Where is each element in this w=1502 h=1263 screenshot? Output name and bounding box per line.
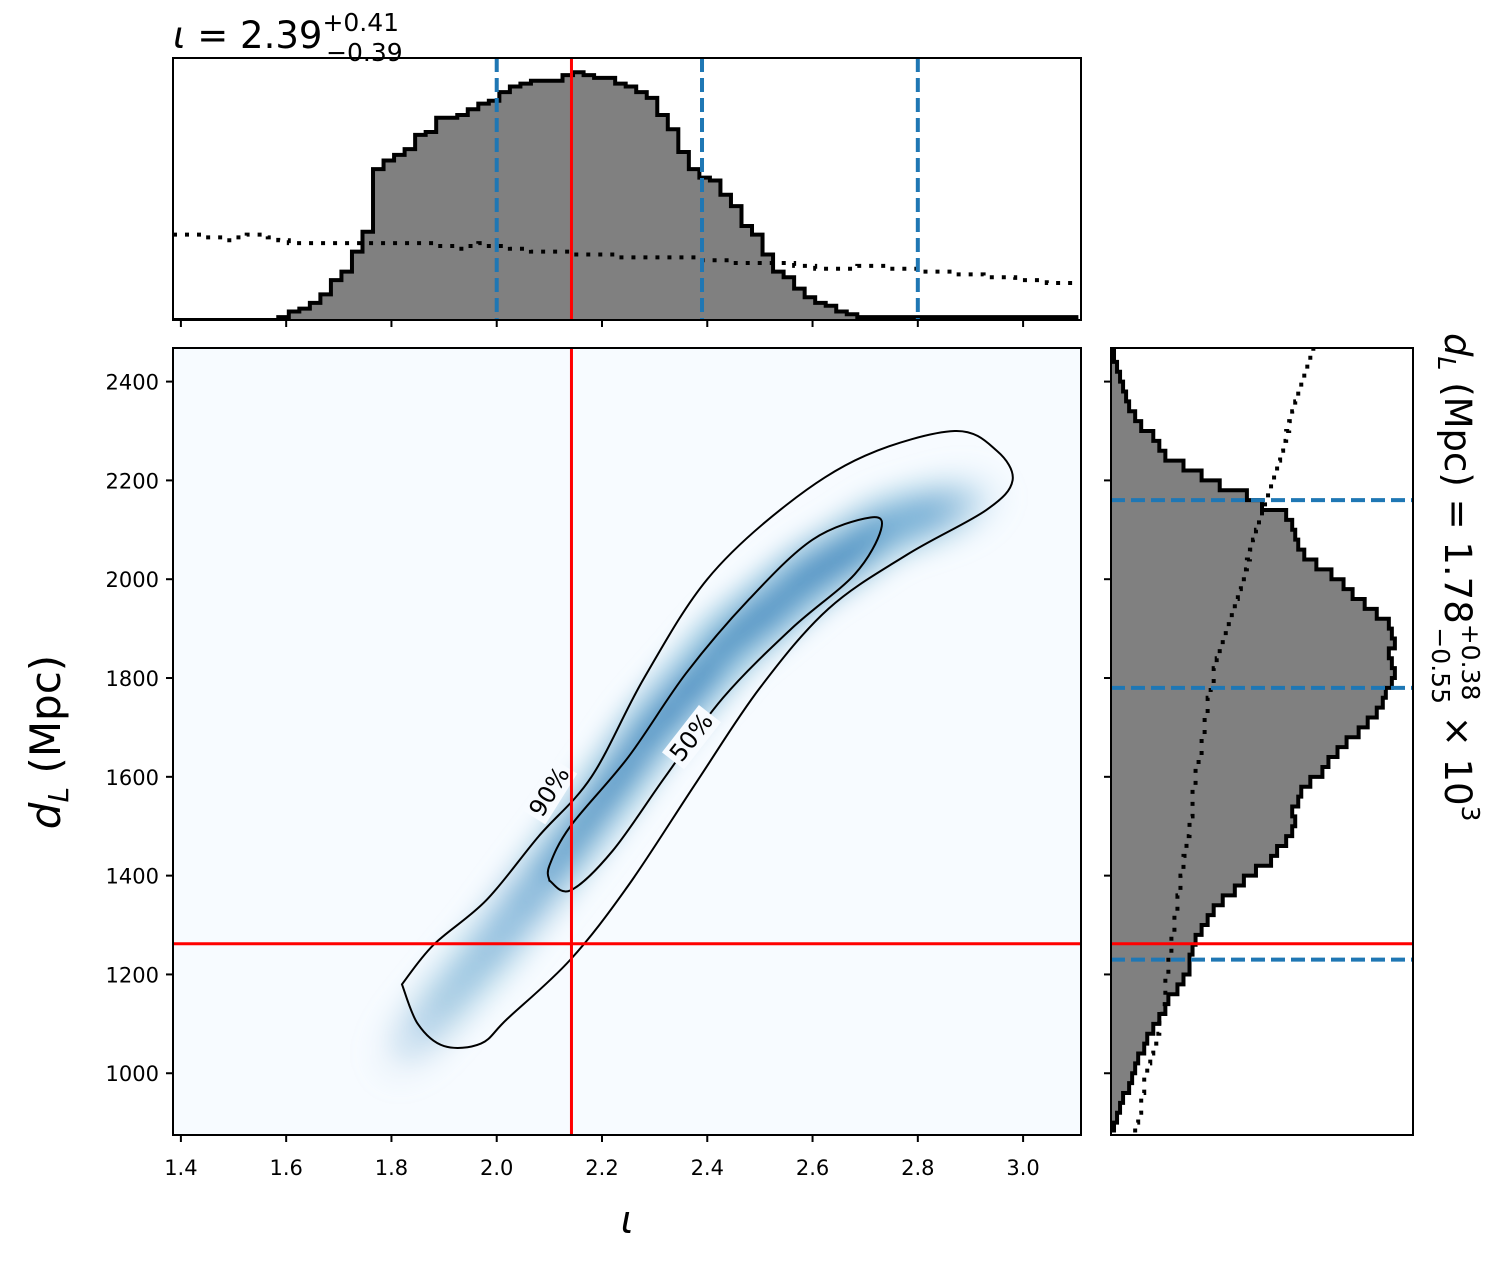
x-axis-label: ι [621, 1198, 634, 1242]
y-tick-label-0: 1000 [106, 1062, 159, 1086]
top-marginal-panel: ι = 2.39+0.41 −0.39 [172, 8, 1082, 327]
x-axis-ticks: 1.4 1.6 1.8 2.0 2.2 2.4 2.6 2.8 3.0 [164, 1135, 1040, 1180]
right-quantile-lines [1111, 498, 1413, 962]
contour-label-background-1 [661, 705, 721, 770]
x-tick-label-5: 2.4 [691, 1156, 724, 1180]
y-tick-label-5: 2000 [106, 568, 159, 592]
x-tick-label-7: 2.8 [901, 1156, 934, 1180]
x-tick-label-4: 2.2 [585, 1156, 618, 1180]
y-tick-label-1: 1200 [106, 963, 159, 987]
top-x-tick-marks [179, 320, 1025, 327]
right-posterior-histogram-edge [1112, 348, 1397, 1133]
x-tick-label-8: 3.0 [1006, 1156, 1039, 1180]
top-panel-title: ι = 2.39+0.41 −0.39 [173, 8, 403, 67]
y-axis-ticks: 1000 1200 1400 1600 1800 2000 2200 2400 [106, 371, 173, 1086]
right-panel-frame [1110, 347, 1414, 1136]
contour-50-percent [546, 516, 884, 893]
y-axis-label: dL (Mpc) [21, 655, 75, 829]
x-tick-label-1: 1.6 [269, 1156, 302, 1180]
x-tick-label-2: 1.8 [375, 1156, 408, 1180]
y-tick-label-2: 1400 [106, 865, 159, 889]
top-posterior-histogram-fill [173, 72, 1079, 320]
contour-label-background-0 [521, 758, 578, 825]
y-tick-label-3: 1600 [106, 766, 159, 790]
right-panel-title: dL (Mpc) = 1.78+0.38−0.55 × 103 [1426, 333, 1485, 822]
right-prior-histogram [1133, 348, 1316, 1133]
top-quantile-lines [494, 58, 920, 320]
x-tick-label-3: 2.0 [480, 1156, 513, 1180]
joint-panel-frame [172, 347, 1082, 1136]
contour-90-percent [400, 429, 1014, 1049]
top-posterior-histogram-edge [173, 70, 1079, 320]
y-tick-label-4: 1800 [106, 667, 159, 691]
x-tick-label-0: 1.4 [164, 1156, 197, 1180]
y-tick-label-6: 2200 [106, 469, 159, 493]
right-y-tick-marks [1104, 380, 1111, 1075]
top-panel-frame [172, 57, 1082, 321]
y-tick-label-7: 2400 [106, 371, 159, 395]
x-tick-label-6: 2.6 [796, 1156, 829, 1180]
joint-panel: 90%50% 1.4 1.6 1.8 2.0 2.2 2.4 2.6 2.8 3.0 10001… [21, 347, 1082, 1242]
right-marginal-panel: dL (Mpc) = 1.78+0.38−0.55 × 103 [1104, 333, 1485, 1136]
density-blob-mid [917, 483, 984, 530]
right-posterior-histogram-fill [1111, 348, 1395, 1133]
top-prior-histogram [173, 232, 1079, 285]
